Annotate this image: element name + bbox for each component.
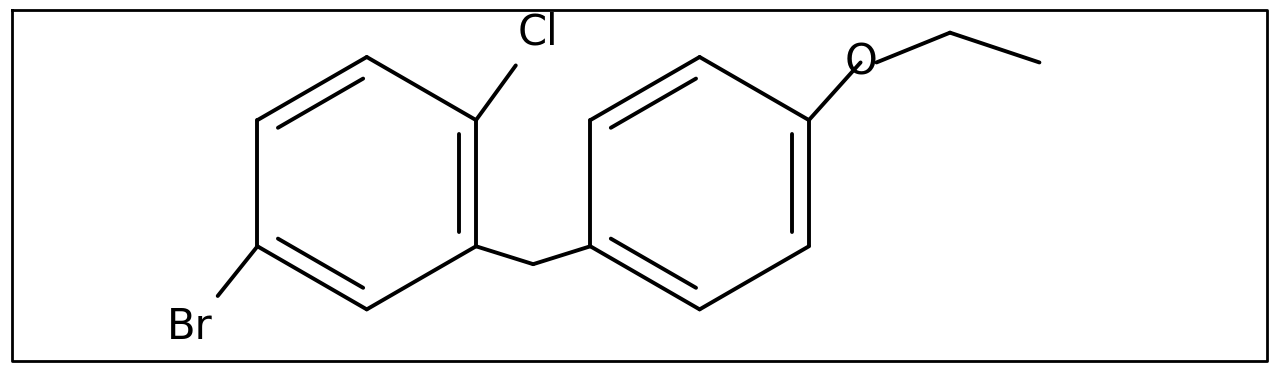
Text: Cl: Cl [518,11,559,54]
Text: Br: Br [168,306,212,348]
Text: O: O [844,41,877,83]
